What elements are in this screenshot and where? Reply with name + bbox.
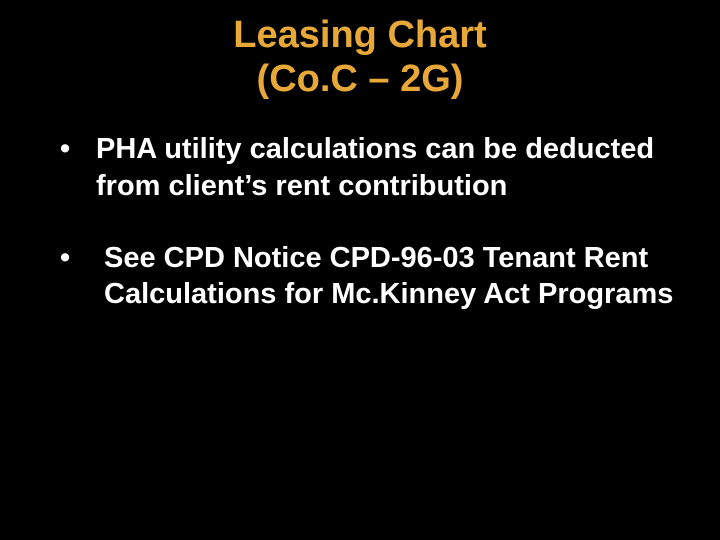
slide-title: Leasing Chart (Co.C – 2G): [0, 0, 720, 101]
bullet-text: See CPD Notice CPD-96-03 Tenant Rent Cal…: [104, 242, 673, 310]
bullet-text: PHA utility calculations can be deducted…: [96, 133, 654, 201]
bullet-item: PHA utility calculations can be deducted…: [40, 131, 680, 204]
bullet-item: See CPD Notice CPD-96-03 Tenant Rent Cal…: [40, 240, 680, 313]
title-line-2: (Co.C – 2G): [257, 58, 464, 100]
title-line-1: Leasing Chart: [233, 14, 486, 56]
bullet-list: PHA utility calculations can be deducted…: [40, 131, 680, 312]
slide: Leasing Chart (Co.C – 2G) PHA utility ca…: [0, 0, 720, 540]
slide-body: PHA utility calculations can be deducted…: [0, 101, 720, 312]
